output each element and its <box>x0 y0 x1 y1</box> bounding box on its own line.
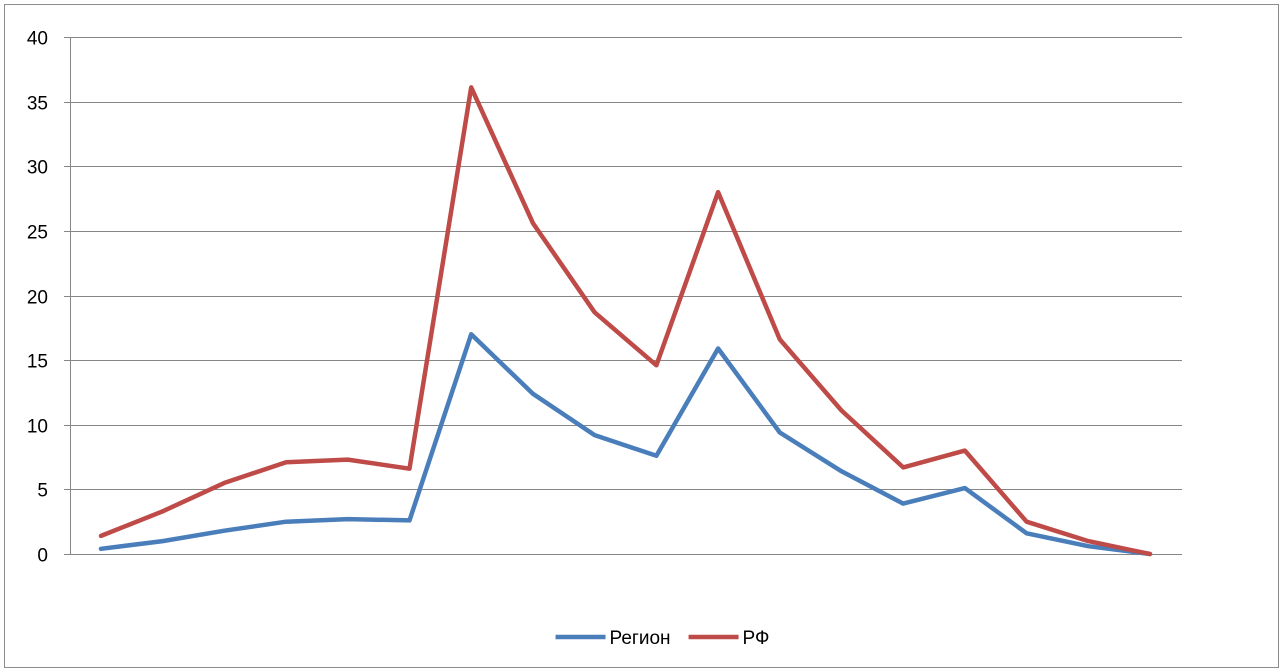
legend-label-1: Регион <box>610 628 671 649</box>
legend: Регион РФ <box>555 628 770 649</box>
chart-frame <box>4 4 1279 668</box>
y-tick-label: 5 <box>37 481 48 502</box>
series-lines <box>98 85 1153 557</box>
y-tick-label: 0 <box>37 546 48 567</box>
y-tick-label: 15 <box>27 352 48 373</box>
y-tick-label: 25 <box>27 223 48 244</box>
y-tick-label: 10 <box>27 417 48 438</box>
legend-label-2: РФ <box>743 628 770 649</box>
y-tick-label: 35 <box>27 94 48 115</box>
y-tick-label: 40 <box>27 29 48 50</box>
series-line-1 <box>98 332 1153 557</box>
grid-lines <box>70 37 1182 490</box>
series-line-2 <box>98 85 1153 557</box>
y-tick-label: 30 <box>27 158 48 179</box>
y-tick-label: 20 <box>27 288 48 309</box>
y-tick-labels: 0 5 10 15 20 25 30 35 40 <box>27 29 48 567</box>
axes <box>64 37 1182 555</box>
